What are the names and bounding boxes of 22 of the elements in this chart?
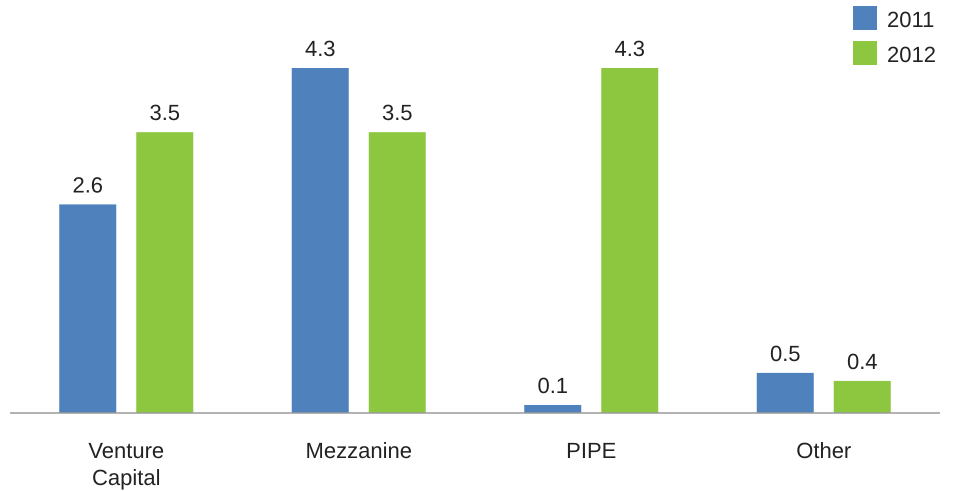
bar [368,132,426,413]
x-tick-label: Venture Capital [88,438,164,490]
data-label: 3.5 [149,100,180,126]
data-label: 3.5 [382,100,413,126]
bar [292,68,349,413]
bar [756,372,814,413]
data-label: 4.3 [614,36,646,61]
data-label: 0.1 [537,372,568,398]
bar [601,68,658,413]
legend-label: 2012 [887,42,936,67]
bar [834,380,891,413]
data-label: 2.6 [72,172,104,198]
x-tick-label: Other [796,438,852,463]
x-tick-label: PIPE [566,438,616,463]
legend-label: 2011 [887,7,934,32]
bar [59,204,116,413]
data-label: 0.5 [770,340,801,366]
data-label: 0.4 [846,348,878,374]
data-label: 4.3 [304,36,336,61]
bar [136,132,194,413]
bar [524,404,582,413]
x-tick-label: Mezzanine [306,438,412,463]
